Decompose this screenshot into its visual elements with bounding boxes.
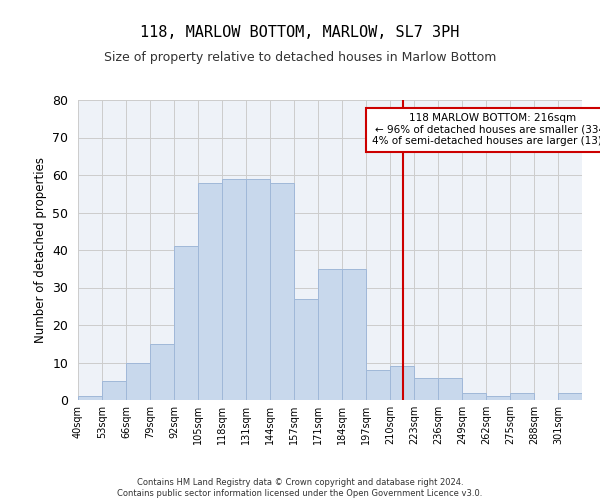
Bar xyxy=(174,246,198,400)
Text: 118 MARLOW BOTTOM: 216sqm
← 96% of detached houses are smaller (334)
4% of semi-: 118 MARLOW BOTTOM: 216sqm ← 96% of detac… xyxy=(371,113,600,146)
Bar xyxy=(366,370,390,400)
Bar xyxy=(462,392,486,400)
Bar xyxy=(150,344,174,400)
Bar xyxy=(270,182,294,400)
Bar xyxy=(438,378,462,400)
Bar xyxy=(414,378,438,400)
Text: 118, MARLOW BOTTOM, MARLOW, SL7 3PH: 118, MARLOW BOTTOM, MARLOW, SL7 3PH xyxy=(140,25,460,40)
Bar xyxy=(486,396,510,400)
Text: Contains HM Land Registry data © Crown copyright and database right 2024.
Contai: Contains HM Land Registry data © Crown c… xyxy=(118,478,482,498)
Bar xyxy=(222,179,246,400)
Bar xyxy=(246,179,270,400)
Bar xyxy=(126,362,150,400)
Bar xyxy=(198,182,222,400)
Text: Size of property relative to detached houses in Marlow Bottom: Size of property relative to detached ho… xyxy=(104,51,496,64)
Bar xyxy=(78,396,102,400)
Bar xyxy=(318,269,342,400)
Bar xyxy=(390,366,414,400)
Bar xyxy=(510,392,534,400)
Bar xyxy=(294,298,318,400)
Bar xyxy=(558,392,582,400)
Bar xyxy=(102,381,126,400)
Bar xyxy=(342,269,366,400)
Y-axis label: Number of detached properties: Number of detached properties xyxy=(34,157,47,343)
